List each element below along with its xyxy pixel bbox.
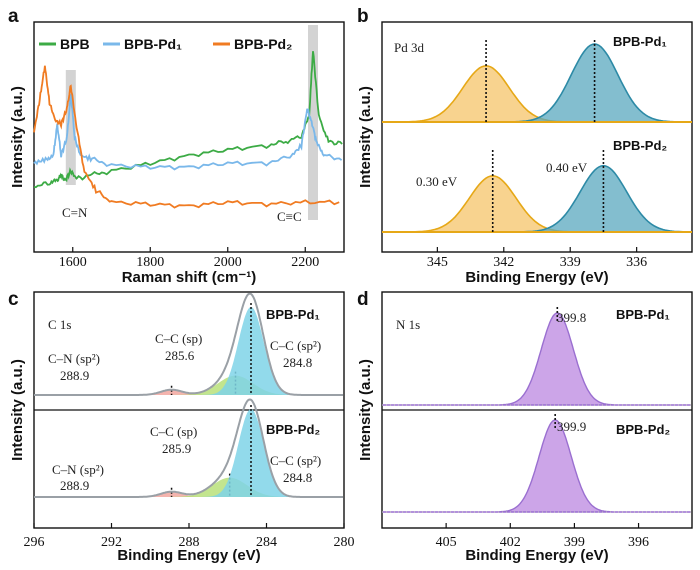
annot-shift-030: 0.30 eV <box>416 174 458 189</box>
raman-tick-label: 1800 <box>136 255 164 270</box>
raman-tick-label: 2000 <box>214 255 242 270</box>
c2-csp-value: 285.9 <box>162 441 191 456</box>
panel-c-ylabel: Intensity (a.u.) <box>9 359 26 461</box>
c1-cn-value: 288.9 <box>60 368 89 383</box>
panel-d: d 405 402 399 396 N 1s BPB-Pd₁ BPB-Pd₂ 399.… <box>357 289 693 564</box>
panel-d-region: N 1s <box>396 317 420 332</box>
c1-csp-value: 285.6 <box>165 348 195 363</box>
raman-band-highlight <box>308 25 318 220</box>
panel-b-region: Pd 3d <box>394 40 424 55</box>
c1-cn-label: C–N (sp²) <box>48 351 100 366</box>
panel-a: a 1600 1800 2000 2200 BPB BPB-Pd₁ BPB-Pd₂ C… <box>8 6 345 286</box>
c1s-tick-label: 292 <box>101 535 122 550</box>
c1s-component-2-2 <box>34 409 343 497</box>
panel-c-region: C 1s <box>48 317 71 332</box>
n1s-peak-1 <box>382 312 691 406</box>
annot-shift-040: 0.40 eV <box>546 160 588 175</box>
c1s-tick-label: 296 <box>24 535 45 550</box>
panel-b-ylabel: Intensity (a.u.) <box>357 86 374 188</box>
legend-bpb: BPB <box>60 36 90 52</box>
raman-series-bpbpd <box>33 65 340 209</box>
c2-csp-label: C–C (sp) <box>150 424 197 439</box>
pd3d-peak-low-1 <box>382 43 690 123</box>
panel-d-xlabel: Binding Energy (eV) <box>465 547 608 564</box>
panel-d-ylabel: Intensity (a.u.) <box>357 359 374 461</box>
panel-b-tag-pd1: BPB-Pd₁ <box>613 34 667 49</box>
annot-cn: C=N <box>62 205 88 220</box>
raman-tick-label: 2200 <box>291 255 319 270</box>
n1s-tick-label: 399 <box>564 535 585 550</box>
n1s-tick-label: 396 <box>628 535 649 550</box>
c1-csp-label: C–C (sp) <box>155 331 202 346</box>
legend-bpb-pd1: BPB-Pd₁ <box>124 36 182 52</box>
pd3d-tick-label: 339 <box>560 255 581 270</box>
panel-c-xlabel: Binding Energy (eV) <box>117 547 260 564</box>
c1s-envelope-2 <box>34 398 343 498</box>
panel-b-frame <box>381 21 693 253</box>
panel-d-tag-pd2: BPB-Pd₂ <box>616 422 670 437</box>
n1s-tick-label: 402 <box>500 535 521 550</box>
c2-csp2-value: 284.8 <box>283 470 312 485</box>
panel-d-letter: d <box>357 289 369 310</box>
n1s-peak-2 <box>382 419 691 513</box>
raman-series-bpbpd <box>33 93 343 171</box>
c1s-tick-label: 288 <box>179 535 200 550</box>
panel-c: c 296 292 288 284 280 C 1s BPB-Pd₁ BPB-Pd₂ C… <box>8 289 355 564</box>
panel-d-tag-pd1: BPB-Pd₁ <box>616 307 670 322</box>
d2-value: 399.9 <box>557 419 586 434</box>
annot-cc-triple: C≡C <box>277 209 302 224</box>
panel-c-tag-pd1: BPB-Pd₁ <box>266 307 320 322</box>
c2-cn-value: 288.9 <box>60 478 89 493</box>
n1s-tick-label: 405 <box>436 535 457 550</box>
raman-tick-label: 1600 <box>59 255 87 270</box>
panel-c-tag-pd2: BPB-Pd₂ <box>266 422 320 437</box>
panel-a-frame <box>33 21 345 253</box>
c2-csp2-label: C–C (sp²) <box>270 453 321 468</box>
legend-bpb-pd2: BPB-Pd₂ <box>234 36 292 52</box>
c1s-tick-label: 284 <box>256 535 277 550</box>
panel-b-xlabel: Binding Energy (eV) <box>465 269 608 286</box>
panel-a-letter: a <box>8 6 19 27</box>
panel-a-xlabel: Raman shift (cm⁻¹) <box>122 269 257 286</box>
pd3d-tick-label: 345 <box>427 255 448 270</box>
pd3d-tick-label: 336 <box>626 255 647 270</box>
c1-csp2-value: 284.8 <box>283 355 312 370</box>
raman-series-bpb <box>33 51 343 189</box>
c2-cn-label: C–N (sp²) <box>52 462 104 477</box>
panel-c-letter: c <box>8 289 19 310</box>
c1s-envelope-1 <box>34 292 343 396</box>
panel-b-tag-pd2: BPB-Pd₂ <box>613 138 667 153</box>
c1s-tick-label: 280 <box>334 535 355 550</box>
panel-b: b 345 342 339 336 Pd 3d BPB-Pd₁ BPB-Pd₂ 0.3… <box>357 6 693 286</box>
d1-value: 399.8 <box>557 310 586 325</box>
panel-a-ylabel: Intensity (a.u.) <box>9 86 26 188</box>
pd3d-tick-label: 342 <box>493 255 514 270</box>
panel-b-letter: b <box>357 6 369 27</box>
c1s-component-2-1 <box>34 307 343 395</box>
raman-band-highlight <box>65 70 76 185</box>
c1-csp2-label: C–C (sp²) <box>270 338 321 353</box>
